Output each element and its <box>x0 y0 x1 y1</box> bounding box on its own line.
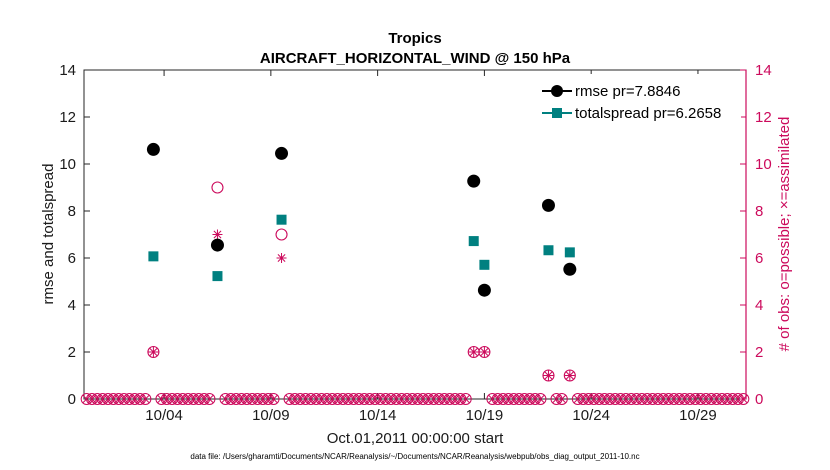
totalspread-point <box>276 214 287 225</box>
data-marks <box>80 142 750 405</box>
legend: rmse pr=7.8846 totalspread pr=6.2658 <box>537 74 741 126</box>
y-tick-label-right: 0 <box>755 391 763 408</box>
totalspread-point <box>543 245 554 256</box>
x-axis: 10/04 10/09 10/14 10/19 10/24 10/29 <box>145 70 717 424</box>
obs-assimilated-marker <box>564 370 575 381</box>
obs-assimilated-marker <box>148 347 159 357</box>
obs-possible-marker <box>563 369 576 382</box>
x-tick-label: 10/14 <box>359 407 397 424</box>
obs-possible-zero-marker <box>139 393 152 405</box>
chart-title: Tropics <box>388 30 441 47</box>
y-tick-label-right: 10 <box>755 156 772 173</box>
y-tick-label-left: 6 <box>68 250 76 267</box>
obs-assimilated-marker <box>468 347 479 357</box>
obs-assimilated-zero-marker <box>557 394 567 404</box>
legend-rmse-marker <box>551 85 563 97</box>
obs-possible-marker <box>478 345 491 359</box>
obs-possible-zero-marker <box>555 393 568 405</box>
y-axis-label: rmse and totalspread <box>40 164 57 305</box>
obs-possible-zero-marker <box>534 393 547 405</box>
rmse-point <box>467 174 481 188</box>
y-tick-label-left: 14 <box>59 62 76 79</box>
y-tick-label-right: 8 <box>755 203 763 220</box>
x-tick-label: 10/29 <box>679 407 717 424</box>
y-tick-label-left: 10 <box>59 156 76 173</box>
totalspread-point <box>564 247 575 258</box>
y-tick-label-left: 4 <box>68 297 76 314</box>
rmse-point <box>541 198 555 212</box>
obs-possible-marker <box>211 181 224 194</box>
y-tick-label-left: 8 <box>68 203 76 220</box>
chart-subtitle: AIRCRAFT_HORIZONTAL_WIND @ 150 hPa <box>260 50 571 67</box>
y-tick-label-right: 14 <box>755 62 772 79</box>
obs-possible-marker <box>147 345 160 359</box>
totalspread-point <box>212 271 223 282</box>
footnote: data file: /Users/gharamti/Documents/NCA… <box>190 452 639 461</box>
obs-assimilated-marker <box>543 370 554 381</box>
obs-assimilated-marker <box>276 253 287 263</box>
rmse-point <box>210 238 224 252</box>
rmse-point <box>563 262 577 276</box>
obs-possible-zero-marker <box>203 393 216 405</box>
totalspread-point <box>479 259 490 270</box>
obs-assimilated-zero-marker <box>738 394 748 404</box>
obs-assimilated-zero-marker <box>461 394 471 404</box>
legend-spread-marker <box>552 108 562 118</box>
obs-assimilated-zero-marker <box>269 394 278 404</box>
y-tick-label-left: 2 <box>68 344 76 361</box>
obs-assimilated-zero-marker <box>141 394 150 404</box>
obs-possible-zero-marker <box>267 393 280 405</box>
rmse-point <box>146 142 160 156</box>
legend-box <box>537 74 741 126</box>
y-tick-label-left: 12 <box>59 109 76 126</box>
obs-possible-zero-marker <box>737 393 750 405</box>
y-axis-right-label: # of obs: o=possible; ×=assimilated <box>776 117 793 352</box>
obs-assimilated-marker <box>212 229 223 240</box>
rmse-point <box>477 283 491 297</box>
y-tick-label-right: 2 <box>755 344 763 361</box>
totalspread-point <box>148 251 159 262</box>
x-axis-label: Oct.01,2011 00:00:00 start <box>327 430 504 447</box>
y-tick-label-left: 0 <box>68 391 76 408</box>
x-tick-label: 10/19 <box>466 407 504 424</box>
obs-assimilated-marker <box>479 347 490 357</box>
x-tick-label: 10/24 <box>572 407 610 424</box>
y-tick-label-right: 4 <box>755 297 763 314</box>
legend-spread-label: totalspread pr=6.2658 <box>575 105 721 122</box>
rmse-point <box>275 146 289 160</box>
obs-assimilated-zero-marker <box>536 394 545 404</box>
y-tick-label-right: 12 <box>755 109 772 126</box>
y-axis-right: 0 2 4 6 8 10 12 14 <box>740 62 772 408</box>
obs-possible-marker <box>542 369 555 382</box>
y-tick-label-right: 6 <box>755 250 763 267</box>
obs-possible-marker <box>275 228 288 241</box>
legend-rmse-label: rmse pr=7.8846 <box>575 83 680 100</box>
x-tick-label: 10/04 <box>145 407 183 424</box>
x-tick-label: 10/09 <box>252 407 290 424</box>
obs-possible-zero-marker <box>459 393 472 405</box>
obs-assimilated-zero-marker <box>205 394 214 404</box>
y-axis-left: 0 2 4 6 8 10 12 14 <box>59 62 90 408</box>
totalspread-point <box>468 236 479 247</box>
